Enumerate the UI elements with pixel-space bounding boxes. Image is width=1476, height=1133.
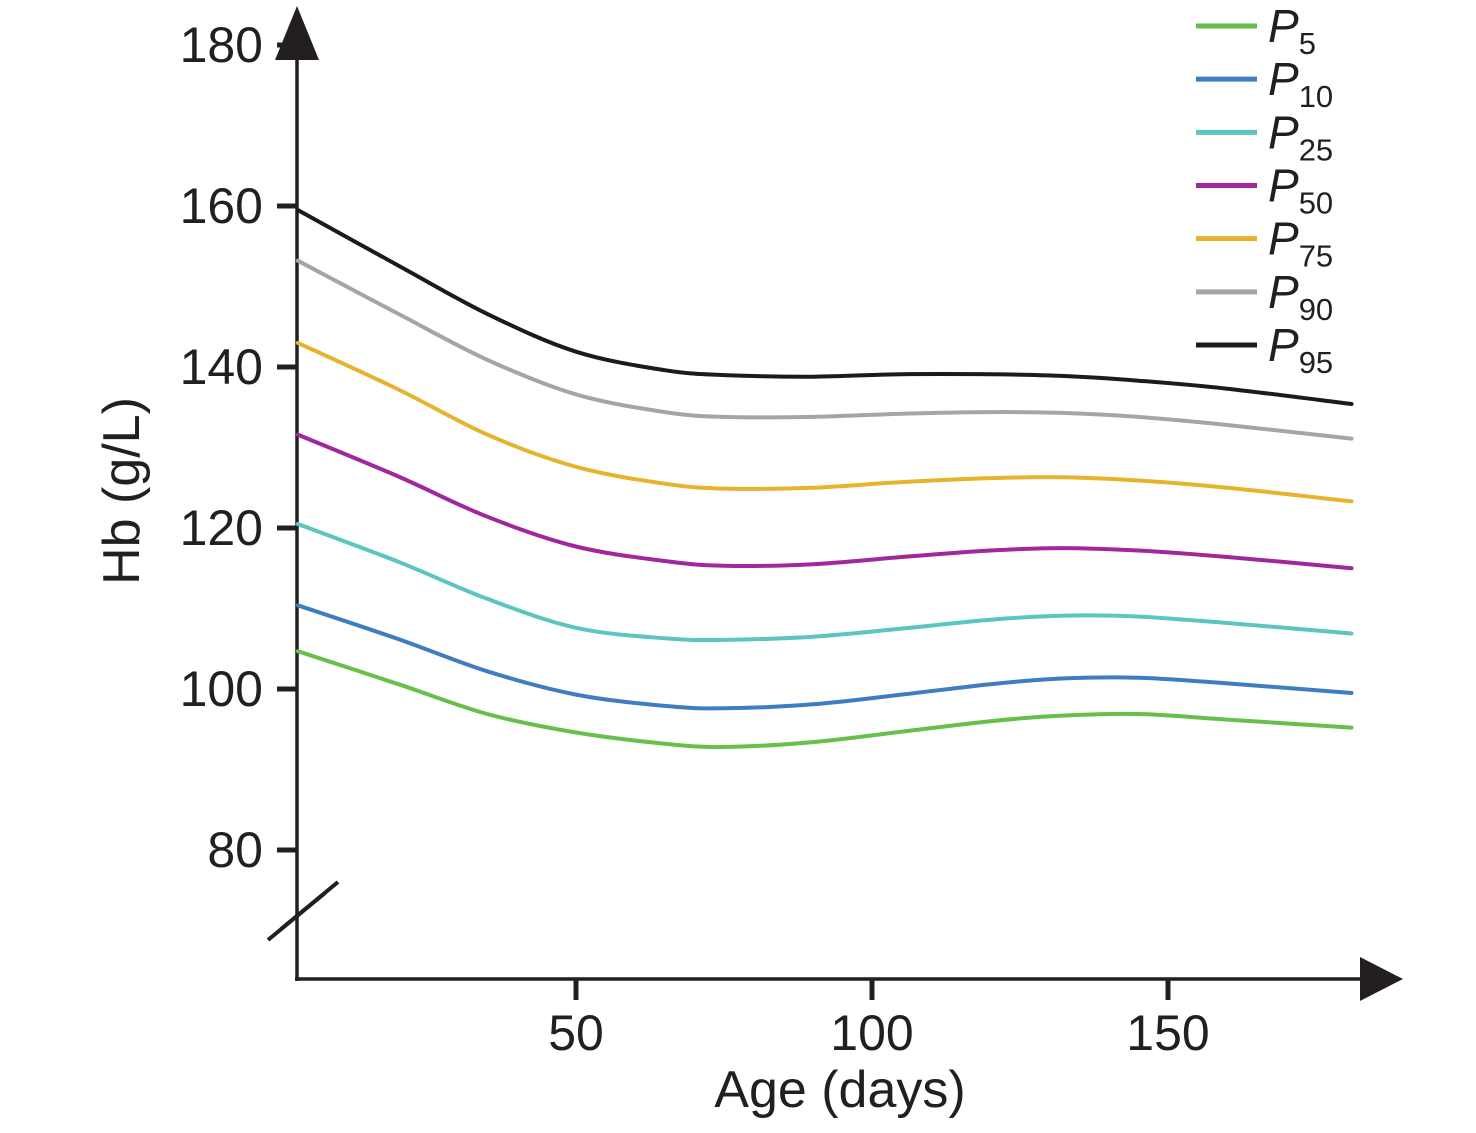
curve-P75 — [295, 340, 1354, 504]
y-axis-break-mark-2 — [279, 880, 340, 931]
y-tick-label: 140 — [180, 339, 263, 395]
legend-label-P5: P5 — [1268, 0, 1316, 61]
legend-label-P90: P90 — [1268, 266, 1333, 327]
y-axis-title: Hb (g/L) — [93, 397, 151, 585]
x-axis-arrow-icon — [1360, 957, 1403, 1001]
legend-label-P75: P75 — [1268, 213, 1333, 274]
curve-P50 — [295, 432, 1354, 571]
x-tick-label: 50 — [548, 1005, 604, 1061]
series-curves — [295, 208, 1354, 750]
y-tick-label: 80 — [207, 822, 263, 878]
y-axis-arrow-icon — [275, 6, 319, 60]
y-tick-label: 180 — [180, 17, 263, 73]
y-tick-label: 100 — [180, 661, 263, 717]
curve-P10 — [295, 603, 1354, 711]
y-tick-label: 120 — [180, 500, 263, 556]
curve-P95 — [295, 208, 1354, 406]
x-tick-label: 100 — [830, 1005, 913, 1061]
curve-P90 — [295, 258, 1354, 441]
y-axis-ticks: 180 160 140 120 100 80 — [180, 17, 298, 878]
legend-label-P95: P95 — [1268, 319, 1333, 380]
legend-label-P25: P25 — [1268, 106, 1333, 167]
legend-label-P50: P50 — [1268, 160, 1333, 221]
legend-label-P10: P10 — [1268, 53, 1333, 114]
curve-P25 — [295, 522, 1354, 643]
y-tick-label: 160 — [180, 178, 263, 234]
x-tick-label: 150 — [1126, 1005, 1209, 1061]
x-axis-ticks: 50 100 150 — [548, 980, 1210, 1061]
x-axis-title: Age (days) — [714, 1061, 966, 1119]
axes — [266, 6, 1403, 1001]
curve-P5 — [295, 649, 1354, 750]
